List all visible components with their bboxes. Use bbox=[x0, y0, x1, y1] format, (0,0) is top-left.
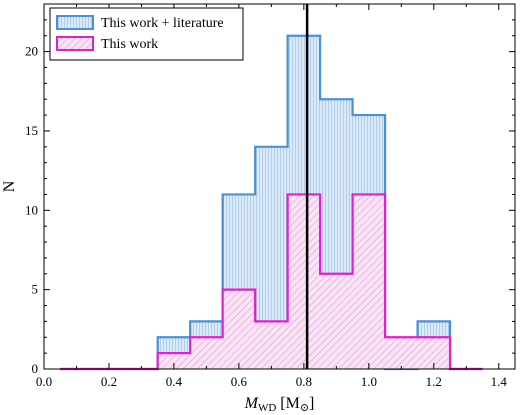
legend-label-0: This work + literature bbox=[101, 16, 224, 31]
legend-swatch-1 bbox=[56, 36, 94, 51]
x-tick-label: 1.2 bbox=[426, 374, 442, 389]
x-tick-label: 0.8 bbox=[296, 374, 312, 389]
bar-1-6 bbox=[255, 321, 287, 369]
bar-1-8 bbox=[320, 274, 352, 369]
y-tick-label: 15 bbox=[25, 123, 38, 138]
x-label-unit-close: ] bbox=[309, 395, 314, 412]
y-tick-label: 20 bbox=[25, 44, 38, 59]
y-tick-label: 0 bbox=[32, 361, 39, 376]
y-axis-label: N bbox=[1, 180, 18, 192]
axes: 0.0 0.2 0.4 0.6 0.8 1.0 1.2 1.4 0 5 10 15 20 N MWD [M⊙] bbox=[1, 3, 516, 414]
x-label-unit-subscript: ⊙ bbox=[300, 402, 309, 414]
x-label-symbol: M bbox=[244, 395, 260, 412]
x-tick-label: 0.4 bbox=[166, 374, 183, 389]
series-fill-1 bbox=[60, 194, 483, 369]
y-tick-label: 10 bbox=[25, 202, 38, 217]
bar-1-9 bbox=[353, 194, 385, 369]
bar-1-7 bbox=[288, 194, 320, 369]
series-outline-1 bbox=[60, 193, 483, 371]
bar-1-5 bbox=[223, 290, 255, 369]
legend-label-1: This work bbox=[101, 37, 158, 52]
plot-area bbox=[60, 4, 483, 371]
y-tick-label: 5 bbox=[32, 282, 39, 297]
x-tick-label: 1.4 bbox=[491, 374, 508, 389]
x-tick-label: 0.2 bbox=[101, 374, 117, 389]
x-label-unit: [M bbox=[280, 395, 300, 412]
x-tick-label: 0.6 bbox=[231, 374, 248, 389]
x-tick-label: 0.0 bbox=[36, 374, 52, 389]
bar-1-4 bbox=[190, 337, 222, 369]
x-tick-label: 1.0 bbox=[361, 374, 377, 389]
x-label-subscript: WD bbox=[258, 402, 276, 414]
legend: This work + literature This work bbox=[49, 7, 244, 61]
plot-frame bbox=[43, 3, 516, 370]
bar-1-10 bbox=[385, 337, 417, 369]
legend-swatch-0 bbox=[56, 15, 94, 30]
x-axis-label: MWD [M⊙] bbox=[244, 395, 315, 414]
